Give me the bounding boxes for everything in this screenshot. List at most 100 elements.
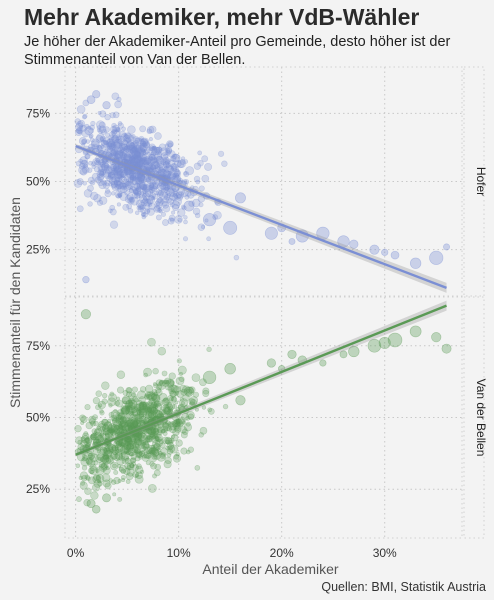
data-point: [155, 214, 162, 221]
data-point: [95, 158, 101, 163]
data-point: [84, 153, 91, 160]
data-point: [168, 372, 176, 380]
data-point: [157, 197, 164, 203]
data-point: [132, 175, 137, 180]
data-point: [150, 447, 158, 455]
data-point: [164, 158, 169, 163]
data-point: [183, 423, 193, 432]
data-point: [409, 325, 422, 338]
data-point: [120, 450, 130, 460]
data-point: [148, 391, 154, 397]
y-axis-label: Stimmenanteil für den Kandidaten: [7, 197, 23, 408]
data-point: [79, 156, 88, 165]
data-point: [107, 163, 117, 173]
data-point: [176, 179, 182, 185]
data-point: [148, 453, 158, 463]
x-tick-label: 30%: [373, 546, 397, 560]
data-point: [97, 164, 106, 172]
data-point: [128, 391, 137, 401]
data-point: [167, 379, 175, 387]
data-point: [113, 138, 123, 148]
data-point: [110, 451, 119, 460]
data-point: [79, 168, 88, 176]
data-point: [200, 224, 206, 230]
data-point: [143, 427, 153, 436]
data-point: [144, 208, 150, 215]
data-point: [125, 404, 130, 410]
data-point: [163, 405, 171, 412]
data-point: [132, 442, 139, 448]
data-point: [154, 200, 161, 207]
data-point: [111, 418, 118, 424]
data-point: [177, 217, 182, 223]
data-point: [126, 141, 135, 150]
data-point: [108, 428, 114, 434]
data-point: [118, 424, 124, 429]
data-point: [170, 385, 179, 394]
data-point: [120, 421, 129, 430]
data-point: [113, 166, 123, 176]
data-point: [76, 496, 82, 502]
data-point: [129, 147, 138, 156]
data-point: [142, 445, 147, 450]
data-point: [156, 452, 166, 462]
data-point: [137, 434, 145, 442]
data-point: [125, 180, 132, 187]
data-point: [162, 397, 170, 406]
data-point: [142, 212, 148, 218]
data-point: [131, 406, 138, 413]
data-point: [133, 447, 141, 455]
data-point: [89, 124, 95, 131]
data-point: [126, 465, 132, 471]
data-point: [105, 429, 114, 438]
data-point: [132, 407, 142, 417]
data-point: [150, 428, 156, 434]
data-point: [107, 172, 117, 181]
data-point: [133, 187, 141, 196]
data-point: [124, 132, 132, 140]
data-point: [114, 151, 124, 160]
data-point: [128, 172, 137, 180]
data-point: [175, 390, 180, 395]
data-point: [142, 160, 149, 168]
data-point: [106, 424, 116, 433]
data-point: [124, 437, 132, 445]
data-point: [133, 144, 142, 152]
data-point: [162, 425, 169, 432]
data-point: [155, 379, 163, 387]
data-point: [204, 162, 213, 171]
data-point: [112, 169, 119, 176]
data-point: [165, 196, 172, 204]
data-point: [111, 444, 119, 452]
data-point: [114, 443, 124, 453]
data-point: [151, 416, 157, 422]
data-point: [147, 155, 154, 162]
data-point: [130, 453, 137, 460]
y-tick-label: 25%: [26, 482, 50, 496]
data-point: [114, 429, 119, 434]
data-point: [174, 215, 183, 224]
data-point: [158, 167, 165, 174]
data-point: [152, 367, 159, 375]
data-point: [92, 397, 101, 405]
data-point: [128, 399, 138, 409]
data-point: [135, 176, 144, 185]
data-point: [143, 372, 148, 378]
data-point: [101, 161, 106, 166]
data-point: [189, 399, 198, 407]
data-point: [135, 151, 140, 156]
data-point: [104, 148, 109, 153]
data-point: [112, 417, 121, 427]
data-point: [87, 201, 93, 207]
data-point: [87, 458, 96, 468]
data-point: [96, 125, 102, 130]
data-point: [183, 159, 189, 164]
data-point: [128, 197, 134, 203]
data-point: [183, 386, 194, 397]
data-point: [156, 447, 162, 453]
data-point: [118, 421, 123, 426]
data-point: [96, 173, 105, 182]
data-point: [176, 390, 184, 398]
data-point: [131, 156, 139, 163]
data-point: [133, 150, 141, 158]
